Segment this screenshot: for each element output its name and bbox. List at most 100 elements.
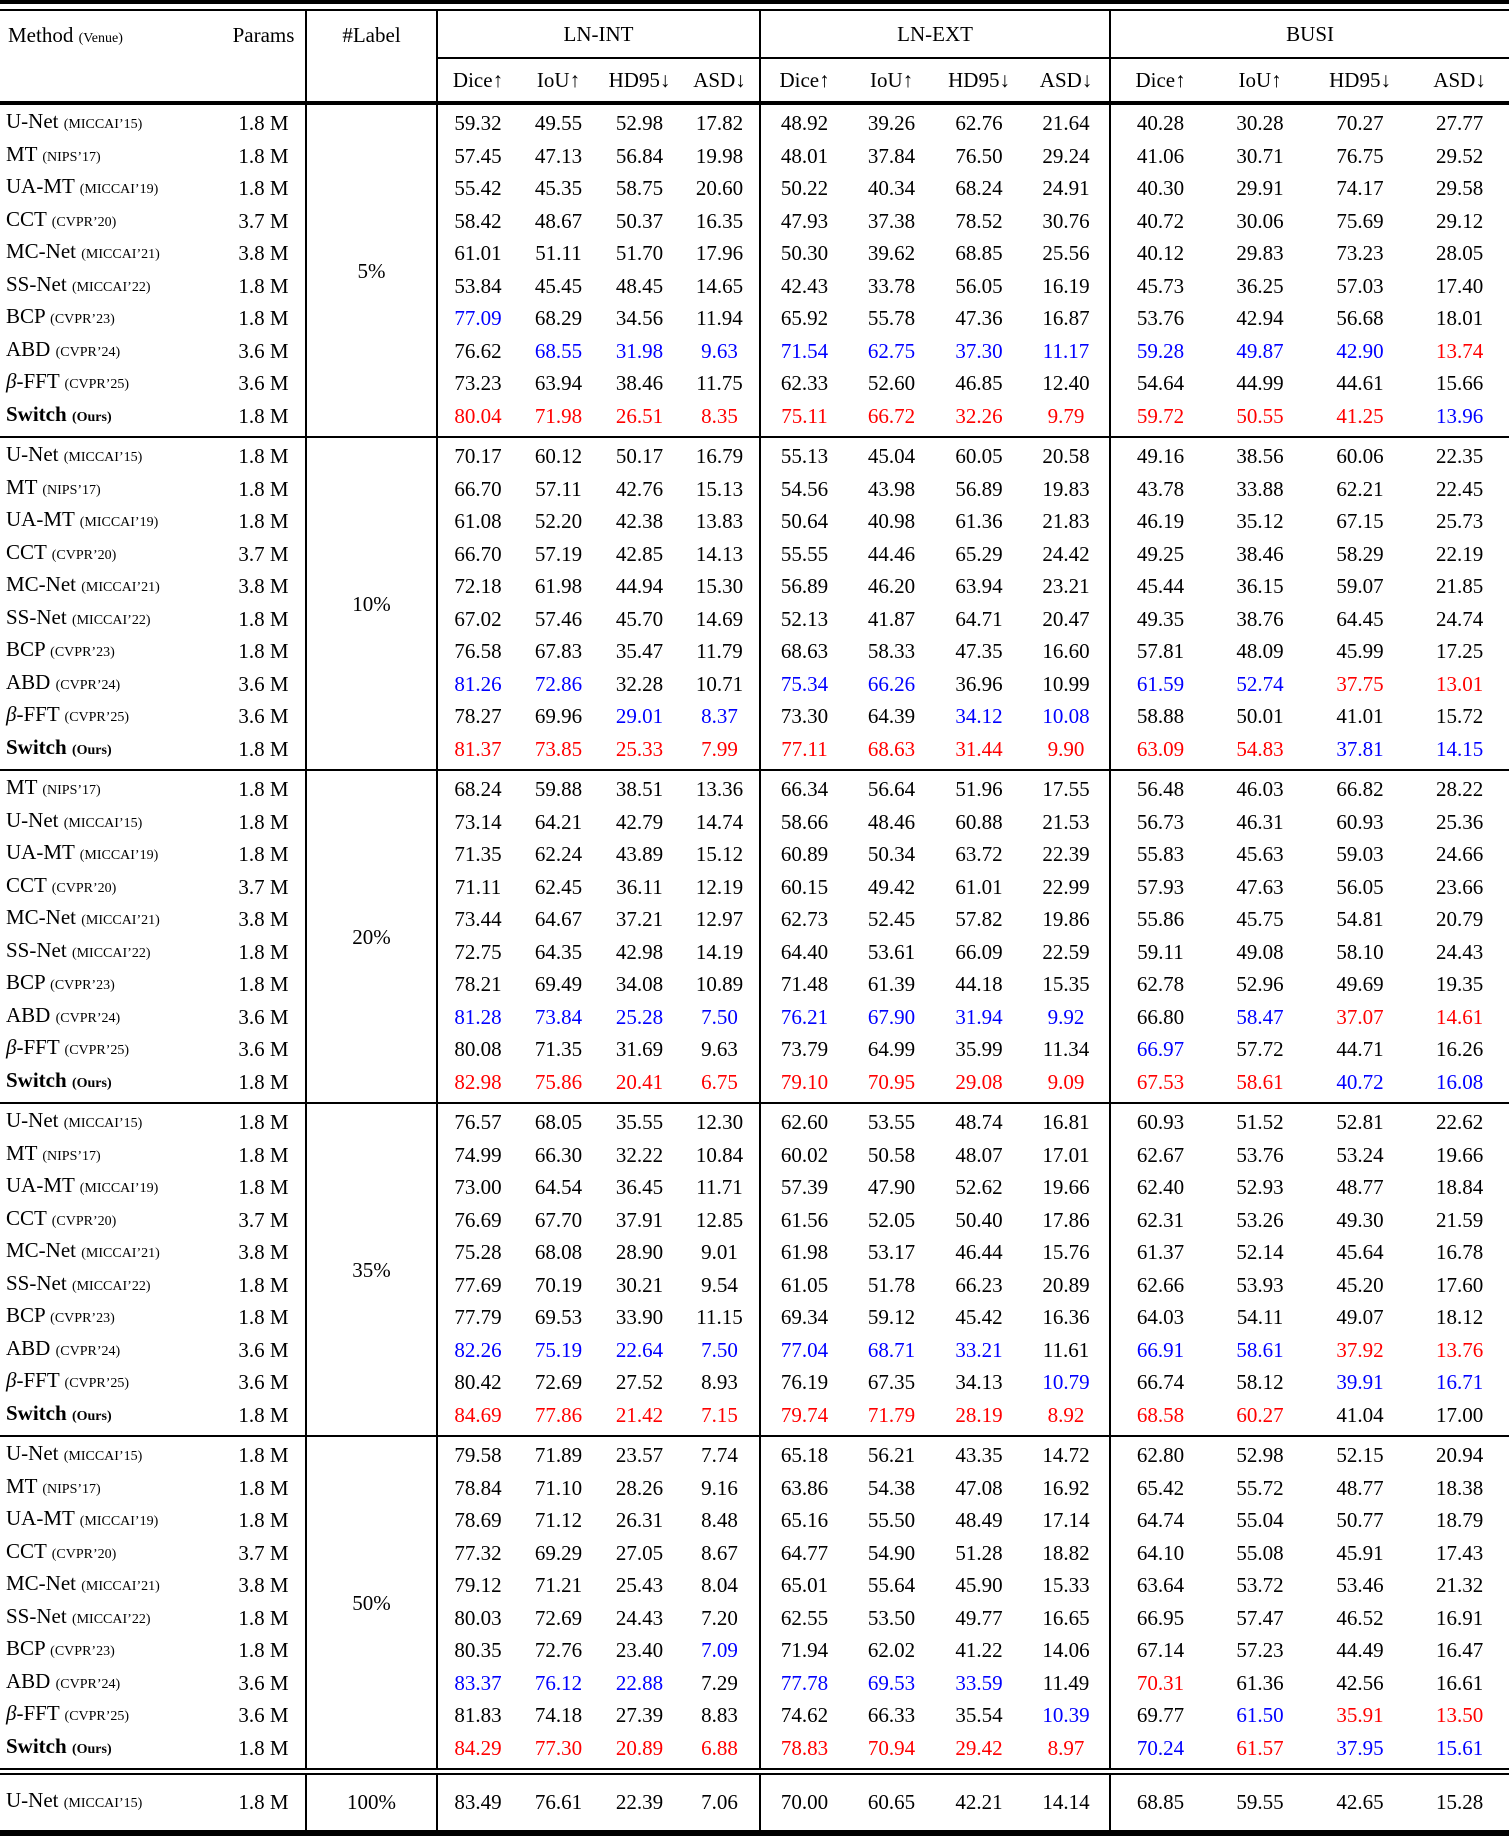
metric-value: 60.15: [759, 870, 849, 903]
col-header-params: Params: [222, 10, 306, 105]
metric-value: 9.63: [701, 338, 738, 363]
metric-value: 67.90: [867, 1004, 916, 1029]
params-cell: 3.7 M: [238, 874, 289, 899]
metric-value: 16.08: [1435, 1069, 1484, 1094]
metric-value: 41.06: [1109, 139, 1211, 172]
metric-value: 22.45: [1435, 476, 1484, 501]
params-cell: 1.8 M: [222, 102, 306, 140]
metric-value: 40.72: [1336, 1069, 1384, 1094]
params-cell: 1.8 M: [238, 939, 289, 964]
method-cell: UA-MT (MICCAI’19): [0, 172, 222, 205]
metric-value: 65.42: [1109, 1471, 1211, 1504]
metric-value: 59.28: [1109, 334, 1211, 367]
method-cell: U-Net (MICCAI’15): [0, 1435, 222, 1472]
metric-value: 46.52: [1336, 1605, 1384, 1630]
metric-value: 49.69: [1336, 972, 1384, 996]
metric-header-asd: ASD↓: [1023, 58, 1111, 105]
table-row: UA-MT (MICCAI’19) 1.8 M 61.08 52.20 42.38 13.…: [0, 505, 1509, 538]
method-venue: (CVPR’20): [51, 880, 117, 896]
metric-value: 41.01: [1336, 704, 1384, 728]
metric-value: 64.74: [1109, 1504, 1211, 1537]
method-venue: (MICCAI’15): [63, 117, 143, 132]
metric-value: 39.62: [867, 241, 916, 265]
metric-value: 37.95: [1336, 1735, 1384, 1760]
metric-value: 45.99: [1336, 639, 1384, 663]
metric-value: 77.09: [436, 302, 518, 335]
metric-value: 12.97: [695, 907, 744, 931]
metric-value: 62.80: [1109, 1435, 1211, 1472]
method-name: U-Net: [6, 807, 59, 832]
metric-value: 20.41: [615, 1069, 664, 1094]
params-cell: 1.8 M: [238, 972, 289, 996]
metric-value: 64.21: [534, 809, 583, 834]
metric-value: 81.26: [436, 667, 518, 700]
method-venue: (MICCAI’19): [79, 848, 159, 863]
method-name: MC-Net: [6, 572, 76, 596]
method-name: MC-Net: [6, 1571, 76, 1595]
metric-value: 11.34: [1042, 1037, 1090, 1061]
metric-value: 75.28: [436, 1236, 518, 1269]
metric-value: 22.39: [1042, 842, 1090, 866]
group-header-busi: BUSI: [1109, 10, 1509, 59]
metric-value: 48.01: [759, 139, 849, 172]
method-venue: (Ours): [71, 1075, 112, 1091]
metric-value: 19.98: [695, 143, 744, 168]
metric-value: 66.33: [867, 1703, 916, 1727]
metric-value: 50.37: [615, 208, 664, 233]
metric-value: 25.28: [615, 1004, 664, 1029]
metric-value: 29.83: [1236, 241, 1284, 265]
metric-value: 65.18: [759, 1435, 849, 1472]
method-venue: (CVPR’20): [51, 214, 117, 230]
table-row: MC-Net (MICCAI’21) 3.8 M 72.18 61.98 44.94 15…: [0, 570, 1509, 603]
metric-value: 57.47: [1236, 1605, 1284, 1630]
metric-value: 55.55: [759, 537, 849, 570]
metric-value: 14.61: [1435, 1004, 1484, 1029]
metric-value: 19.35: [1435, 972, 1484, 996]
metric-value: 16.26: [1435, 1037, 1484, 1061]
metric-value: 33.78: [867, 273, 916, 298]
metric-value: 58.33: [867, 639, 916, 663]
method-cell: β-FFT (CVPR’25): [0, 1699, 222, 1732]
metric-value: 55.42: [436, 172, 518, 205]
metric-value: 76.69: [436, 1203, 518, 1236]
method-venue: (NIPS’17): [42, 783, 101, 798]
table-row: ABD (CVPR’24) 3.6 M 83.37 76.12 22.88 7.29 77.…: [0, 1666, 1509, 1699]
params-cell: 3.6 M: [238, 1670, 289, 1695]
metric-value: 55.13: [759, 436, 849, 473]
table-row: UA-MT (MICCAI’19) 1.8 M 55.42 45.35 58.75 20.…: [0, 172, 1509, 205]
params-cell: 1.8 M: [238, 1605, 289, 1630]
metric-value: 80.35: [436, 1634, 518, 1667]
metric-value: 8.35: [701, 403, 738, 428]
table-row: MT (NIPS’17) 1.8 M 74.99 66.30 32.22 10.84 60.…: [0, 1138, 1509, 1171]
metric-value: 45.90: [955, 1573, 1003, 1597]
metric-value: 62.24: [534, 842, 583, 866]
metric-value: 16.36: [1042, 1305, 1090, 1329]
params-cell: 3.6 M: [238, 1337, 289, 1362]
params-cell: 1.8 M: [238, 1508, 289, 1532]
metric-value: 68.05: [518, 1102, 599, 1139]
metric-value: 33.21: [955, 1337, 1003, 1362]
metric-value: 16.61: [1435, 1670, 1484, 1695]
metric-value: 49.30: [1336, 1207, 1384, 1232]
metric-value: 58.61: [1236, 1337, 1284, 1362]
table-row: ABD (CVPR’24) 3.6 M 81.28 73.84 25.28 7.50 76.…: [0, 1000, 1509, 1033]
method-cell: U-Net (MICCAI’15): [0, 806, 222, 839]
method-cell: CCT (CVPR’20): [0, 1204, 222, 1237]
metric-value: 36.96: [955, 671, 1003, 696]
metric-value: 64.77: [759, 1536, 849, 1569]
metric-value: 12.40: [1042, 371, 1090, 395]
method-name: ABD: [6, 669, 51, 694]
venue-header-label: (Venue): [78, 31, 123, 46]
method-venue: (CVPR’25): [64, 710, 130, 725]
table-row: Switch (Ours) 1.8 M 82.98 75.86 20.41 6.75 79.…: [0, 1065, 1509, 1103]
metric-value: 57.23: [1236, 1638, 1284, 1662]
metric-value: 67.83: [534, 639, 583, 663]
metric-value: 71.79: [867, 1402, 916, 1427]
metric-value: 20.47: [1042, 606, 1090, 631]
metric-value: 20.94: [1410, 1435, 1509, 1472]
metric-value: 47.13: [534, 143, 583, 168]
table-row: CCT (CVPR’20) 3.7 M 77.32 69.29 27.05 8.67 64.…: [0, 1536, 1509, 1569]
method-venue: (MICCAI’15): [63, 1449, 143, 1464]
metric-value: 57.72: [1236, 1037, 1284, 1061]
